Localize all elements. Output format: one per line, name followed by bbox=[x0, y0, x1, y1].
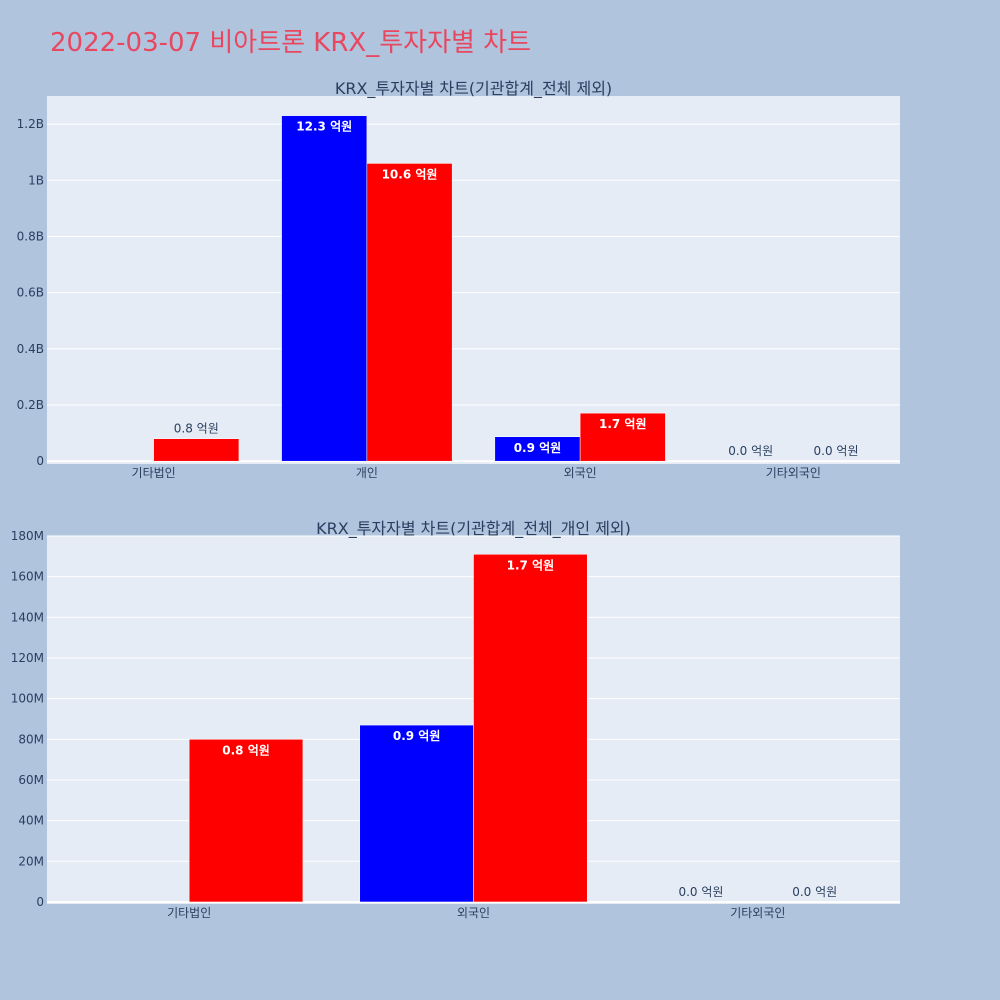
y-tick-label-0-2: 0.4B bbox=[17, 342, 44, 356]
data-label-1-0-2: 0.0 억원 bbox=[678, 885, 723, 899]
data-label-1-1-1: 1.7 억원 bbox=[507, 558, 555, 572]
data-label-0-1-2: 1.7 억원 bbox=[599, 417, 647, 431]
bar-0-1-2 bbox=[579, 412, 666, 462]
chart-title-1: KRX_투자자별 차트(기관합계_전체_개인 제외) bbox=[316, 519, 631, 539]
x-tick-label-0-3: 기타외국인 bbox=[766, 466, 821, 480]
x-tick-label-1-1: 외국인 bbox=[457, 906, 490, 920]
y-tick-label-0-3: 0.6B bbox=[17, 286, 44, 300]
plot-area-0 bbox=[47, 96, 900, 464]
x-tick-label-0-1: 개인 bbox=[356, 466, 378, 480]
data-label-0-1-3: 0.0 억원 bbox=[814, 444, 859, 458]
data-label-0-0-2: 0.9 억원 bbox=[514, 441, 562, 455]
y-tick-label-1-6: 120M bbox=[11, 651, 44, 665]
y-tick-label-1-9: 180M bbox=[11, 529, 44, 543]
y-tick-label-0-0: 0 bbox=[36, 454, 44, 468]
bar-0-1-1 bbox=[366, 163, 453, 462]
data-label-1-1-0: 0.8 억원 bbox=[222, 743, 270, 757]
bar-0-1-0 bbox=[153, 438, 240, 462]
y-tick-label-0-4: 0.8B bbox=[17, 229, 44, 243]
data-label-1-1-2: 0.0 억원 bbox=[792, 885, 837, 899]
y-tick-label-1-4: 80M bbox=[18, 732, 44, 746]
y-tick-label-0-5: 1B bbox=[28, 173, 44, 187]
y-tick-label-1-7: 140M bbox=[11, 610, 44, 624]
x-tick-label-0-2: 외국인 bbox=[564, 466, 597, 480]
x-tick-label-1-0: 기타법인 bbox=[167, 906, 211, 920]
data-label-0-1-0: 0.8 억원 bbox=[174, 422, 219, 436]
bar-0-0-1 bbox=[281, 115, 368, 462]
y-tick-label-1-5: 100M bbox=[11, 692, 44, 706]
y-tick-label-0-6: 1.2B bbox=[17, 117, 44, 131]
y-tick-label-1-2: 40M bbox=[18, 814, 44, 828]
data-label-0-1-1: 10.6 억원 bbox=[382, 167, 438, 181]
bar-1-1-0 bbox=[188, 739, 304, 903]
y-tick-label-1-0: 0 bbox=[36, 895, 44, 909]
page-title: 2022-03-07 비아트론 KRX_투자자별 차트 bbox=[50, 28, 532, 58]
x-tick-label-0-0: 기타법인 bbox=[132, 466, 176, 480]
y-tick-label-1-3: 60M bbox=[18, 773, 44, 787]
y-tick-label-1-1: 20M bbox=[18, 854, 44, 868]
chart-title-0: KRX_투자자별 차트(기관합계_전체 제외) bbox=[335, 79, 612, 99]
data-label-0-0-1: 12.3 억원 bbox=[296, 120, 352, 134]
y-tick-label-0-1: 0.2B bbox=[17, 398, 44, 412]
data-label-1-0-1: 0.9 억원 bbox=[393, 729, 441, 743]
bar-1-1-1 bbox=[473, 554, 588, 903]
y-tick-label-1-8: 160M bbox=[11, 570, 44, 584]
bar-1-0-1 bbox=[359, 724, 474, 903]
x-tick-label-1-2: 기타외국인 bbox=[730, 906, 785, 920]
data-label-0-0-3: 0.0 억원 bbox=[728, 444, 773, 458]
